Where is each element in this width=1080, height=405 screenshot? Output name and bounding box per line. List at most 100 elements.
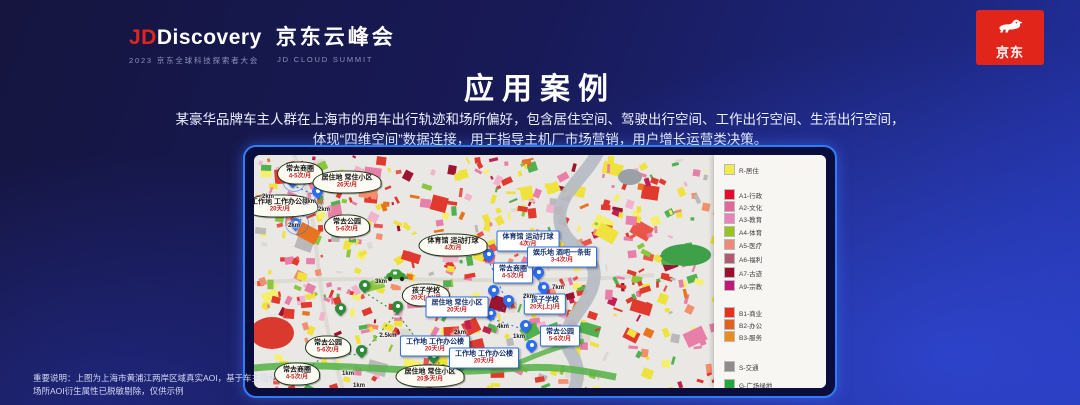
legend-label: G-广场绿地 [739,382,773,389]
subtitle-line-1: 某豪华品牌车主人群在上海市的用车出行轨迹和场所偏好，包含居住空间、驾驶出行空间、… [175,112,905,127]
legend-label: S-交通 [739,364,759,372]
map-callout-box: 居住地 常住小区 20天/月 [425,296,489,318]
route-line [487,258,532,351]
summit-subtitle-cn: 2023 京东全球科技探索者大会 [129,56,260,65]
callout-frequency: 20天/月 [473,358,495,365]
legend-swatch [724,201,735,212]
distance-label: 2.5km [379,333,397,339]
map-callout-box: 孩子学校 20天(上)/月 [523,293,567,315]
map-callout-cloud: 工作地 工作办公楼 20天/月 [254,194,318,218]
legend-label: B3-服务 [739,334,763,342]
legend-item: S-交通 [724,361,759,372]
legend-item: B1-商业 [724,307,762,318]
legend-label: A3-教育 [739,216,763,224]
car-icon-green [383,268,409,287]
legend-item: A4-体育 [724,226,762,237]
distance-label: 2km [453,330,467,336]
callout-title: 孩子学校 [531,296,559,304]
callout-title: 工作地 工作办公楼 [254,198,309,206]
footnote-line-2: 场所AOI衍生属性已脱敏剔除，仅供示例 [33,386,184,397]
map-callout-box: 常去公园 5-6次/月 [540,325,580,347]
callout-frequency: 5-6次/月 [335,226,359,233]
distance-label: 3km [374,279,388,285]
legend-item: B3-服务 [724,331,762,342]
jd-dog-icon [992,15,1028,41]
callout-frequency: 20多天/月 [416,376,444,383]
map-callout-box: 娱乐地 酒吧一条街 3-4次/月 [527,246,597,268]
jdd-logo-discovery: Discovery [156,26,262,49]
summit-title-cn: 京东云峰会 [275,26,396,49]
legend-swatch [724,164,735,175]
legend-swatch [724,267,735,278]
legend-label: A9-宗教 [739,283,763,291]
map-pin-blue [485,282,502,299]
callout-frequency: 20天/月 [446,307,468,314]
map-callout-cloud: 体育馆 运动打球 4次/月 [418,233,488,257]
map-callout-cloud: 常去商圈 4-5次/月 [274,362,320,386]
distance-label: 3km [303,199,317,205]
legend-swatch [724,379,735,388]
legend-swatch [724,189,735,200]
callout-frequency: 20天/月 [269,206,291,213]
map-callout-cloud: 常去公园 5-6次/月 [324,214,370,238]
callout-frequency: 4-5次/月 [285,374,309,381]
legend-item: A2-文化 [724,201,762,212]
distance-label: 7km [551,285,565,291]
callout-title: 居住地 常住小区 [431,299,483,307]
map-pin-blue [482,305,499,322]
map-callout-cloud: 常去公园 5-6次/月 [305,335,351,359]
callout-frequency: 4-5次/月 [501,273,525,280]
map-overlays: 常去商圈 4-5次/月 居住地 常住小区 26天/月 工作地 工作办公楼 20天/月 常去公… [254,155,826,388]
subtitle-line-2: 体现“四维空间”数据连接，用于指导主机厂市场营销，用户增长运营类决策。 [312,132,768,147]
callout-frequency: 4次/月 [444,245,462,252]
legend-swatch [724,213,735,224]
legend-swatch [724,307,735,318]
map-pin-blue [517,317,534,334]
jdd-logo: JDDiscovery [129,26,262,50]
summit-subtitle-en: JD CLOUD SUMMIT [277,55,374,64]
legend-item: A6-福利 [724,253,762,264]
map-pin-green [389,298,406,315]
callout-frequency: 3-4次/月 [550,257,574,264]
legend-label: A4-体育 [739,229,763,237]
callout-frequency: 4-5次/月 [288,173,312,180]
callout-title: 常去公园 [314,339,342,347]
legend-swatch [724,226,735,237]
legend-swatch [724,239,735,250]
jd-logo-text: 京东 [995,44,1024,60]
jdd-logo-jd: JD [129,26,157,49]
legend-swatch [724,319,735,330]
map-pin-green [332,300,349,317]
distance-label: 2km [261,194,275,200]
map-callout-cloud: 居住地 常住小区 20多天/月 [395,364,465,388]
distance-label: 2km [317,207,331,213]
legend-swatch [724,253,735,264]
callout-frequency: 20天(上)/月 [529,304,561,311]
callout-frequency: 4次/月 [519,241,537,248]
map-pin-blue [535,279,552,296]
legend-swatch [724,280,735,291]
distance-label: 2km [287,223,301,229]
distance-label: 1km [512,334,526,340]
legend-label: B2-办公 [739,322,763,330]
legend-item: R-居住 [724,164,759,175]
page-title: 应用案例 [464,73,616,106]
callout-title: 常去公园 [546,328,574,336]
map-pin-green [356,277,373,294]
route-line [296,291,398,378]
legend-item: G-广场绿地 [724,379,772,388]
legend-item: A7-古迹 [724,267,762,278]
jd-logo: 京东 [976,10,1044,65]
legend-label: A2-文化 [739,204,763,212]
callout-title: 常去商圈 [286,165,314,173]
distance-label: 1km [341,371,355,377]
footnote: 重要说明：上图为上海市黄浦江两岸区域真实AOI，基于车主隐私， 场所AOI衍生属… [33,372,286,398]
map-panel: 常去商圈 4-5次/月 居住地 常住小区 26天/月 工作地 工作办公楼 20天/月 常去公… [243,145,837,398]
brand-lockup: JDDiscovery 京东云峰会 2023 京东全球科技探索者大会 JD CL… [129,21,396,66]
legend-label: A5-医疗 [739,242,763,250]
map-pin-green [353,342,370,359]
legend-item: A5-医疗 [724,239,762,250]
map-legend: R-居住 A1-行政 A2-文化 A3-教育 A4-体育 A5-医疗 A6-福利 A7-古迹 A… [714,155,826,388]
legend-item: B2-办公 [724,319,762,330]
